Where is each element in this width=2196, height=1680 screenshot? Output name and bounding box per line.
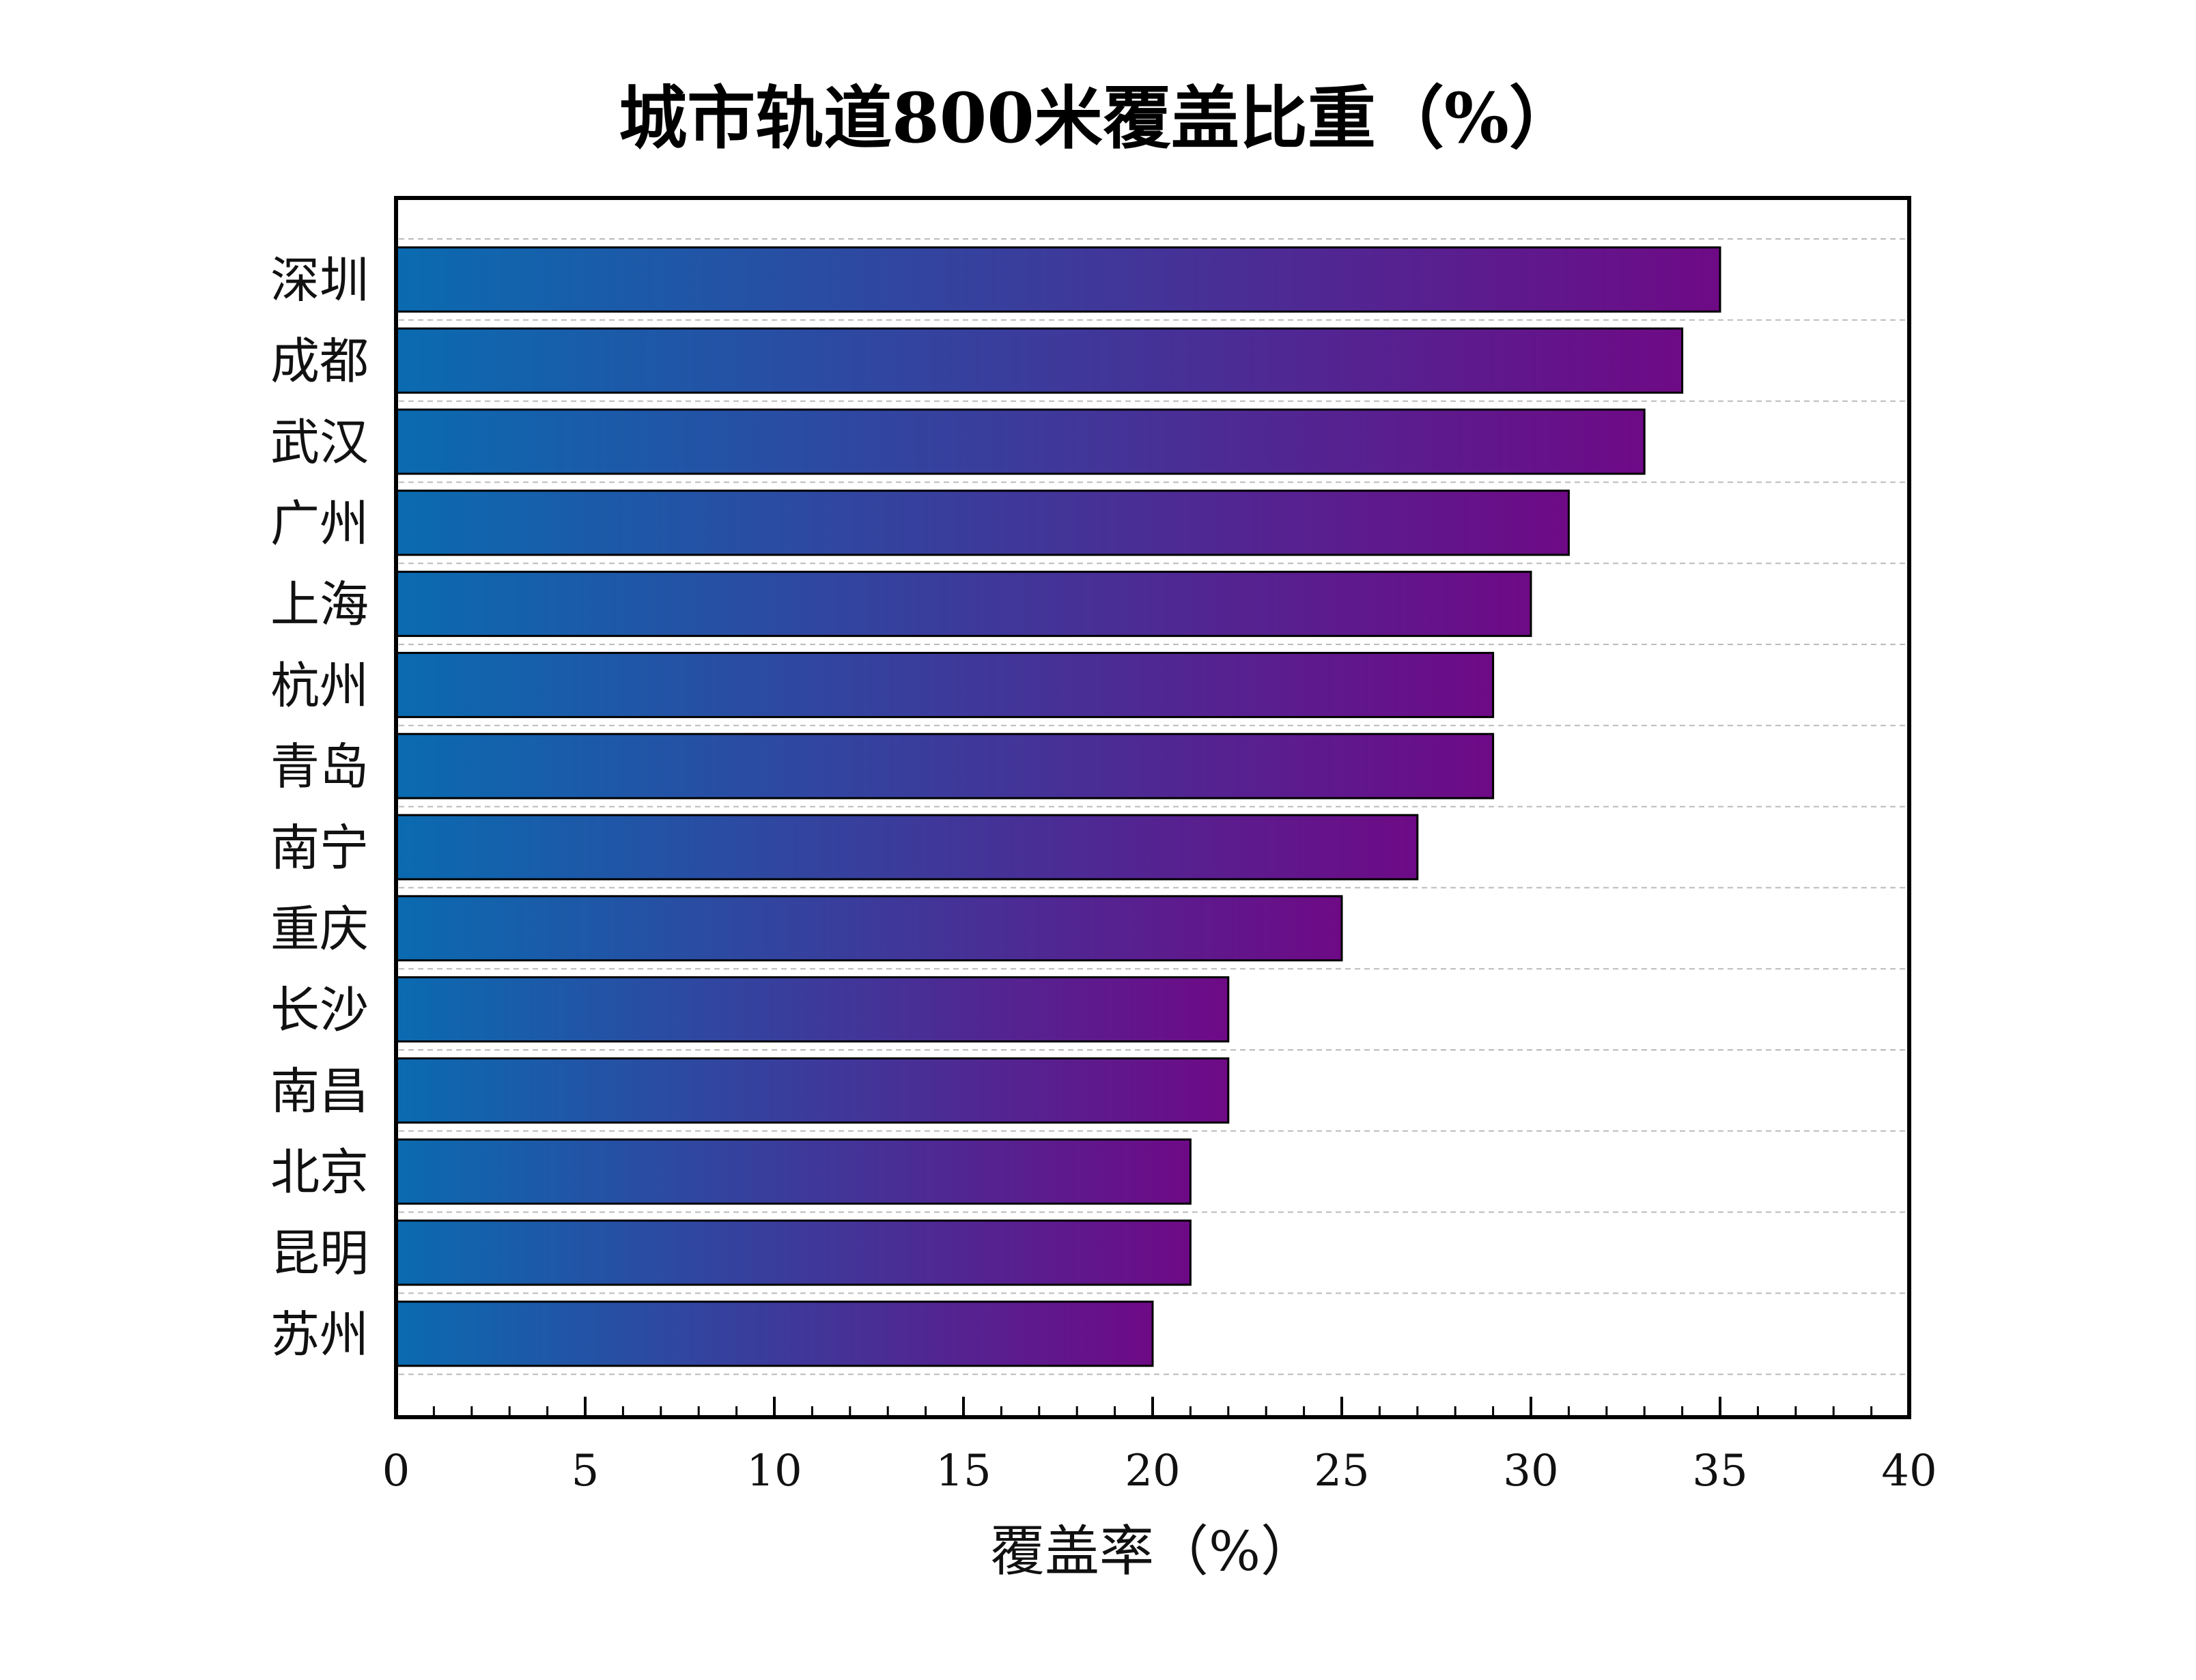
x-tick-label: 5 <box>572 1446 600 1496</box>
category-label: 青岛 <box>270 738 369 795</box>
plot-frame <box>394 196 1911 1419</box>
grid-lines <box>399 238 1906 1376</box>
chart-title: 城市轨道800米覆盖比重（%） <box>619 78 1577 158</box>
x-tick-label: 0 <box>382 1446 410 1496</box>
category-label: 苏州 <box>270 1306 369 1363</box>
category-label: 广州 <box>270 495 369 552</box>
bars <box>395 246 1721 1367</box>
category-label: 武汉 <box>270 414 369 471</box>
x-tick-label: 10 <box>746 1446 802 1496</box>
bar-青岛 <box>395 732 1495 799</box>
x-tick-label: 20 <box>1125 1446 1180 1496</box>
bar-重庆 <box>395 895 1343 962</box>
bar-广州 <box>395 489 1570 556</box>
bar-武汉 <box>395 408 1646 475</box>
bar-苏州 <box>395 1300 1154 1367</box>
x-tick-label: 25 <box>1314 1446 1369 1496</box>
bar-杭州 <box>395 651 1495 718</box>
bar-昆明 <box>395 1219 1192 1286</box>
category-label: 成都 <box>270 332 369 390</box>
x-ticks: 0 5 10 15 20 25 30 35 40 <box>382 1397 1937 1496</box>
x-tick-label: 30 <box>1503 1446 1558 1496</box>
bar-北京 <box>395 1138 1192 1205</box>
category-label: 杭州 <box>270 657 369 714</box>
category-label: 重庆 <box>270 900 369 958</box>
bar-南昌 <box>395 1057 1230 1124</box>
bar-长沙 <box>395 976 1230 1043</box>
category-label: 昆明 <box>270 1225 369 1282</box>
x-tick-label: 35 <box>1692 1446 1747 1496</box>
x-tick-label: 40 <box>1881 1446 1937 1496</box>
category-label: 上海 <box>270 576 369 633</box>
category-label: 南昌 <box>270 1062 369 1120</box>
x-axis-title: 覆盖率（%） <box>990 1520 1315 1583</box>
category-label: 南宁 <box>270 819 369 877</box>
category-label: 北京 <box>270 1143 369 1201</box>
bar-南宁 <box>395 814 1419 881</box>
bar-深圳 <box>395 246 1721 313</box>
bar-成都 <box>395 327 1684 394</box>
bar-上海 <box>395 571 1532 638</box>
category-label: 长沙 <box>270 982 369 1039</box>
category-label: 深圳 <box>270 251 369 309</box>
x-tick-label: 15 <box>935 1446 991 1496</box>
